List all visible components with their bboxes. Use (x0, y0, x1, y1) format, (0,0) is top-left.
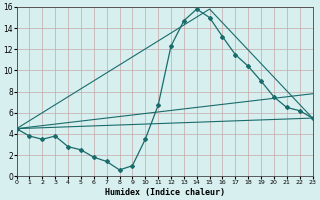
X-axis label: Humidex (Indice chaleur): Humidex (Indice chaleur) (105, 188, 225, 197)
